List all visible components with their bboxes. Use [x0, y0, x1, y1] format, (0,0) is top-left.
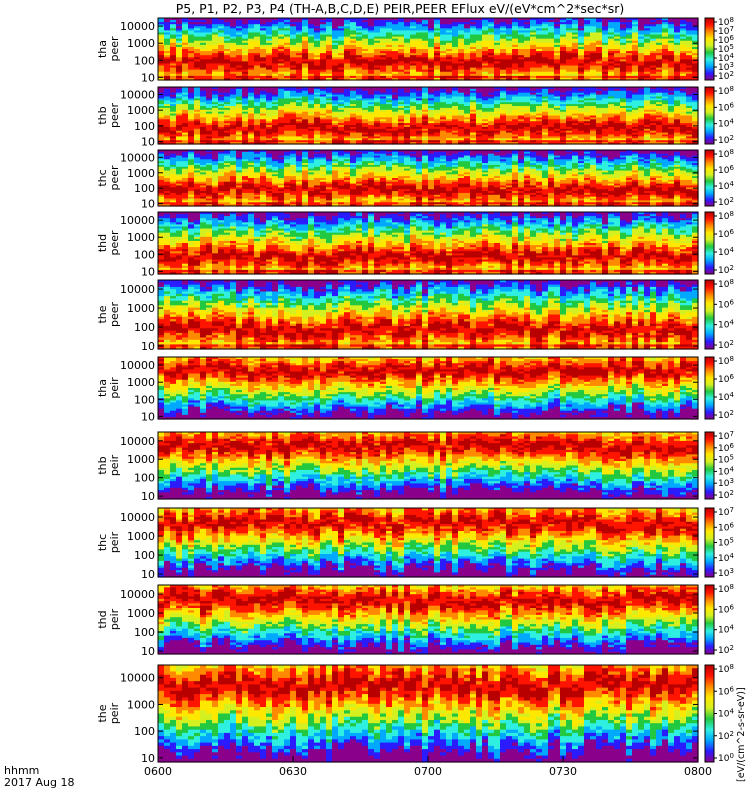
figure-title: P5, P1, P2, P3, P4 (TH-A,B,C,D,E) PEIR,P… [176, 1, 625, 16]
panel-ylabel: peer [108, 36, 121, 62]
y-tick-label: 100 [134, 54, 155, 67]
y-tick-label: 1000 [127, 37, 155, 50]
panel-thb-peer: 10100100010000thb peer108106104102 [96, 85, 734, 149]
colorbar [705, 18, 714, 80]
colorbar-tick-label: 102 [718, 70, 734, 82]
y-tick-label: 10 [141, 71, 155, 84]
y-tick-label: 10000 [120, 20, 155, 33]
